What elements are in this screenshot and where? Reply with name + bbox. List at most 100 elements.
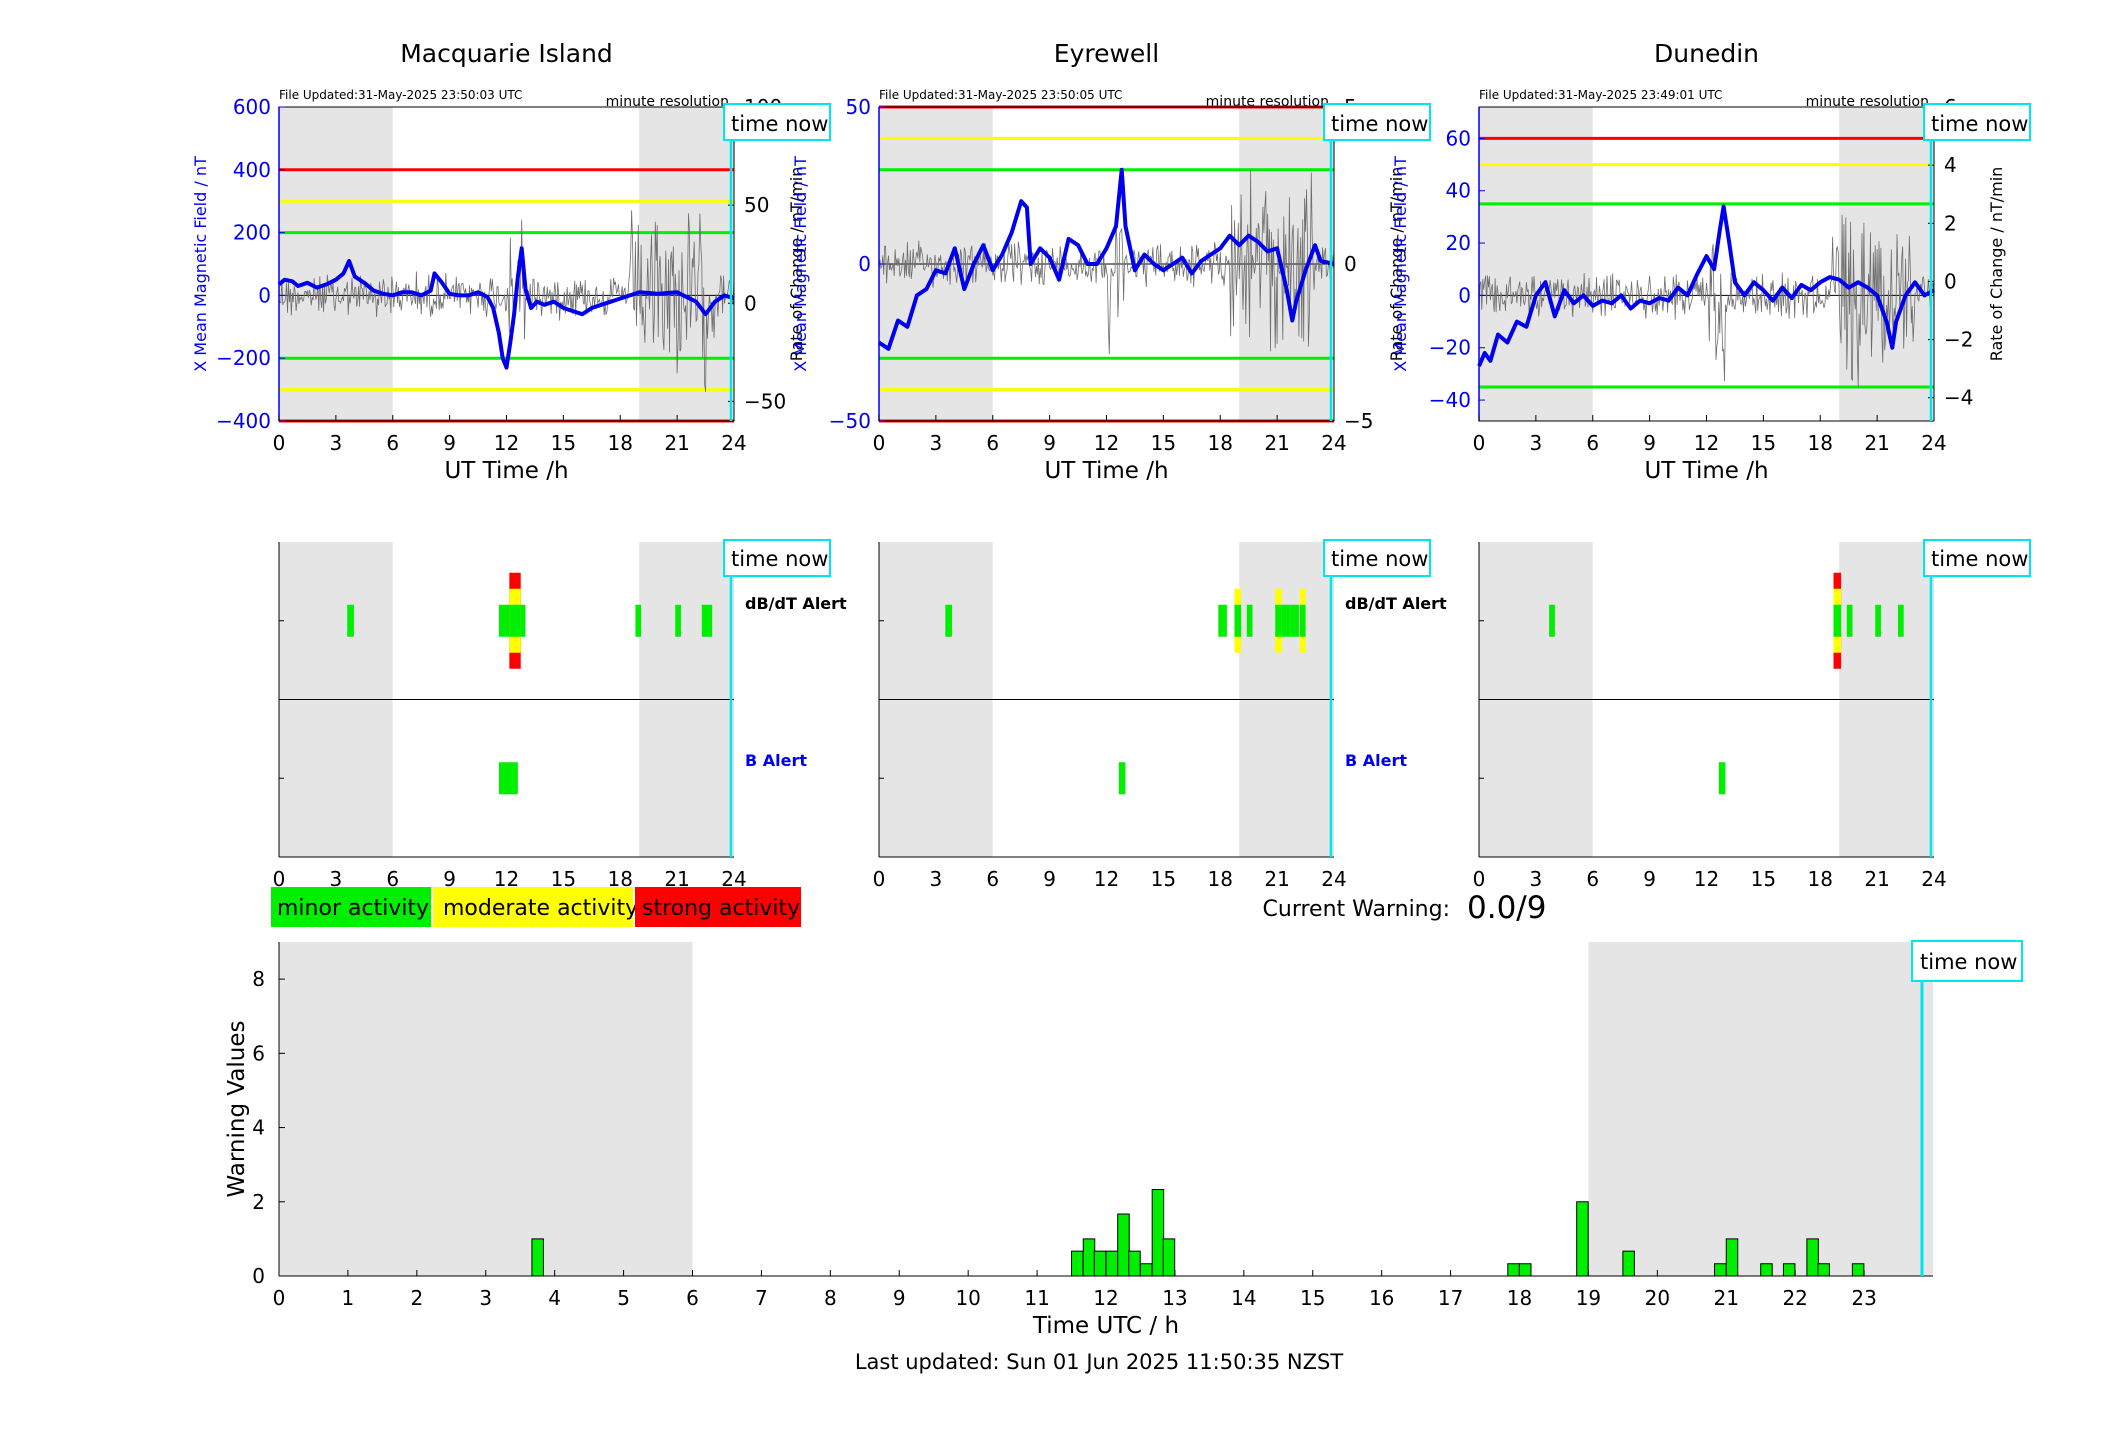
b-alert-minor-mark (1718, 762, 1726, 795)
minute-resolution-label: minute resolution (606, 94, 729, 110)
x-tick-label: 24 (1321, 431, 1346, 455)
left-y-axis-label: X Mean Magnetic Field / nT (791, 156, 810, 372)
current-warning-value: 0.0/9 (1467, 890, 1546, 926)
right-tick-label: 50 (744, 193, 769, 217)
dbdt-alert-minor-mark (701, 604, 708, 637)
warning-x-tick-label: 16 (1369, 1286, 1394, 1310)
warning-x-tick-label: 12 (1093, 1286, 1118, 1310)
alert-x-tick-label: 3 (330, 867, 343, 891)
time-now-label: time now (731, 112, 828, 136)
alert-x-tick-label: 3 (1530, 867, 1543, 891)
left-tick-label: 40 (1446, 179, 1471, 203)
warning-x-tick-label: 13 (1162, 1286, 1187, 1310)
x-tick-label: 24 (721, 431, 746, 455)
dbdt-alert-minor-mark (1275, 604, 1282, 637)
rate-of-change-trace (1478, 214, 1935, 388)
rate-of-change-trace (278, 210, 735, 392)
station-eyrewell: Eyrewell File Updated:31-May-2025 23:50:0… (791, 39, 1447, 891)
x-axis-label: UT Time /h (1044, 458, 1168, 484)
alert-time-now-label: time now (1931, 547, 2028, 571)
warning-bar (1128, 1250, 1141, 1277)
dbdt-alert-label: dB/dT Alert (1345, 594, 1447, 613)
warning-bar (1093, 1250, 1107, 1277)
dbdt-alert-minor-mark (515, 604, 521, 637)
time-now-label: time now (1331, 112, 1428, 136)
warning-y-tick-label: 8 (252, 967, 265, 991)
right-tick-label: 0 (1944, 269, 1957, 293)
warning-bar (1576, 1201, 1589, 1277)
left-tick-label: −40 (1429, 388, 1471, 412)
warning-bar (1622, 1250, 1635, 1277)
footer-last-updated: Last updated: Sun 01 Jun 2025 11:50:35 N… (855, 1350, 1344, 1374)
left-tick-label: 0 (258, 283, 271, 307)
x-tick-label: 9 (443, 431, 456, 455)
right-tick-label: 0 (744, 291, 757, 315)
right-tick-label: −50 (744, 389, 786, 413)
warning-x-tick-label: 6 (686, 1286, 699, 1310)
left-tick-label: 600 (233, 95, 271, 119)
x-tick-label: 15 (1751, 431, 1776, 455)
x-tick-label: 12 (1094, 431, 1119, 455)
alert-x-tick-label: 12 (1094, 867, 1119, 891)
alert-x-tick-label: 6 (1586, 867, 1599, 891)
alert-x-tick-label: 15 (1151, 867, 1176, 891)
warning-x-tick-label: 17 (1438, 1286, 1463, 1310)
alert-x-tick-label: 9 (1643, 867, 1656, 891)
warning-time-now-box (1911, 940, 2023, 982)
x-tick-label: 21 (1864, 431, 1889, 455)
b-alert-minor-mark (1118, 762, 1126, 795)
alert-time-now-label: time now (731, 547, 828, 571)
left-tick-label: −200 (216, 346, 271, 370)
alert-time-now-label: time now (1331, 547, 1428, 571)
left-tick-label: 0 (1458, 283, 1471, 307)
dbdt-alert-minor-mark (707, 604, 713, 637)
warning-bar (1139, 1263, 1153, 1277)
x-field-line (1477, 204, 1935, 367)
warning-x-tick-label: 23 (1851, 1286, 1876, 1310)
dbdt-alert-minor-mark (1897, 604, 1904, 637)
warning-x-tick-label: 15 (1300, 1286, 1325, 1310)
warning-bar (1760, 1263, 1773, 1277)
alert-x-tick-label: 9 (1043, 867, 1056, 891)
alert-x-tick-label: 21 (1264, 867, 1289, 891)
warning-x-tick-label: 9 (893, 1286, 906, 1310)
left-y-axis-label: X Mean Magnetic Field / nT (191, 156, 210, 372)
x-tick-label: 18 (608, 431, 633, 455)
warning-x-tick-label: 19 (1576, 1286, 1601, 1310)
dbdt-alert-minor-mark (945, 604, 952, 637)
x-field-line (877, 167, 1335, 351)
left-tick-label: 50 (846, 95, 871, 119)
legend-strong-label: strong activity (642, 896, 800, 921)
warning-time-now-label: time now (1920, 950, 2017, 974)
warning-y-tick-label: 6 (252, 1041, 265, 1065)
dbdt-alert-minor-mark (635, 604, 642, 637)
left-tick-label: 200 (233, 221, 271, 245)
alert-time-now-box (1923, 539, 2031, 577)
warning-x-tick-label: 20 (1645, 1286, 1670, 1310)
warning-x-tick-label: 18 (1507, 1286, 1532, 1310)
x-tick-label: 3 (930, 431, 943, 455)
warning-x-tick-label: 8 (824, 1286, 837, 1310)
warning-x-tick-label: 0 (273, 1286, 286, 1310)
dbdt-alert-minor-mark (1246, 604, 1253, 637)
warning-x-tick-label: 4 (548, 1286, 561, 1310)
dbdt-alert-minor-mark (1549, 604, 1555, 637)
right-tick-label: −5 (1344, 409, 1373, 433)
left-tick-label: −400 (216, 409, 271, 433)
legend-moderate-swatch (433, 887, 633, 927)
warning-night-shade (279, 942, 693, 1276)
dbdt-alert-minor-mark (1846, 604, 1853, 637)
night-shade (1839, 107, 1934, 421)
b-alert-label: B Alert (1345, 751, 1407, 770)
station-dunedin: Dunedin File Updated:31-May-2025 23:49:01… (1391, 39, 2031, 891)
dbdt-alert-minor-mark (1218, 604, 1227, 637)
warning-x-tick-label: 1 (342, 1286, 355, 1310)
dbdt-alert-minor-mark (347, 604, 354, 637)
legend-minor-label: minor activity (277, 896, 429, 921)
time-now-box (1923, 103, 2031, 141)
x-tick-label: 9 (1043, 431, 1056, 455)
time-now-label: time now (1931, 112, 2028, 136)
right-tick-label: 0 (1344, 252, 1357, 276)
x-tick-label: 24 (1921, 431, 1946, 455)
x-tick-label: 0 (1473, 431, 1486, 455)
